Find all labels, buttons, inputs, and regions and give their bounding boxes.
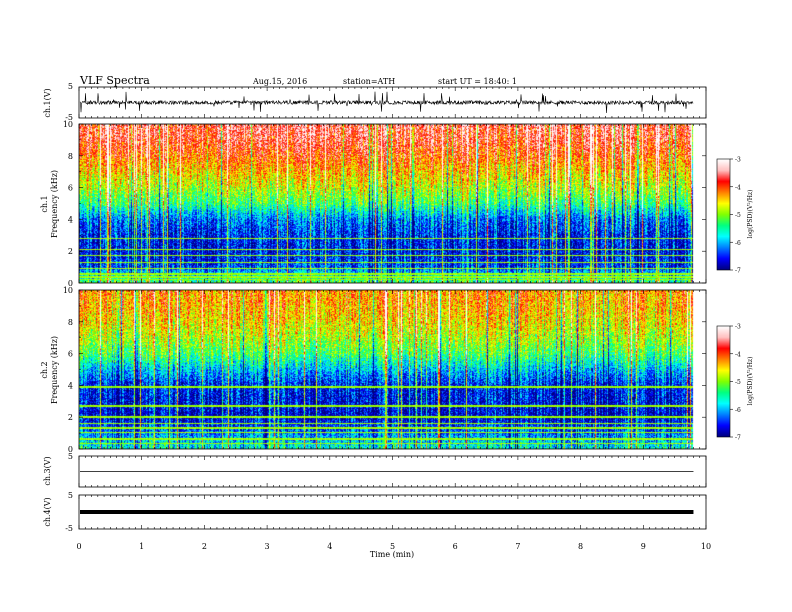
ch2-spectrogram-panel: 0 2 4 6 8 10 ch.2 Frequency (kHz) [40, 286, 707, 454]
ch1-spectrogram-ylabel-channel: ch.1 [40, 195, 49, 212]
y-tick-label: 2 [68, 413, 73, 422]
ch2-spectrogram-image [79, 290, 706, 449]
ch4-waveform-panel: 5 -5 ch.4(V) [43, 491, 707, 533]
y-tick-label: 10 [63, 286, 73, 295]
ch4-ylabel: ch.4(V) [43, 497, 52, 526]
x-tick-label: 6 [453, 542, 458, 551]
x-tick-label: 8 [578, 542, 583, 551]
start-ut-label: start UT = 18:40: 1 [438, 77, 517, 86]
ch2-colorbar: -3 -4 -5 -6 -7 log(PSD)(V²/Hz) [716, 324, 754, 442]
y-tick-label: 8 [68, 152, 73, 161]
y-tick-label: 10 [63, 120, 73, 129]
y-tick-label: 0 [68, 445, 73, 454]
colorbar-tick-label: -5 [735, 212, 741, 219]
colorbar-tick-label: -6 [735, 240, 741, 247]
colorbar-tick-label: -7 [735, 268, 741, 275]
ch1-spectrogram-image [79, 124, 706, 283]
ch4-ytick-top: 5 [68, 491, 73, 500]
colorbar-tick-label: -4 [735, 351, 741, 358]
ch2-spectrogram-ylabel-frequency: Frequency (kHz) [50, 336, 59, 404]
x-tick-label: 1 [139, 542, 144, 551]
x-tick-label: 5 [390, 542, 395, 551]
colorbar-tick-label: -4 [735, 184, 741, 191]
ch1-waveform-trace [79, 91, 694, 114]
y-tick-label: 2 [68, 247, 73, 256]
y-tick-label: 8 [68, 318, 73, 327]
x-tick-label: 2 [202, 542, 207, 551]
x-tick-label: 4 [327, 542, 332, 551]
x-axis-label: Time (min) [370, 550, 414, 559]
y-tick-label: 4 [68, 215, 73, 224]
x-tick-label: 10 [701, 542, 711, 551]
y-tick-label: 6 [68, 184, 73, 193]
ch1-spectrogram-panel: 0 2 4 6 8 10 ch.1 Frequency (kHz) [40, 120, 707, 288]
x-tick-label: 3 [265, 542, 270, 551]
x-tick-label: 0 [76, 542, 81, 551]
y-tick-label: 0 [68, 279, 73, 288]
date-label: Aug.15, 2016 [252, 77, 307, 86]
ch1-colorbar: -3 -4 -5 -6 -7 log(PSD)(V²/Hz) [716, 157, 754, 275]
colorbar-tick-label: -3 [735, 324, 741, 331]
x-tick-label: 7 [515, 542, 520, 551]
y-tick-label: 4 [68, 381, 73, 390]
ch1-ytick-bottom: -5 [65, 113, 73, 122]
ch1-ytick-top: 5 [68, 82, 73, 91]
colorbar-tick-label: -5 [735, 379, 741, 386]
colorbar-tick-label: -6 [735, 407, 741, 414]
ch1-colorbar-label: log(PSD)(V²/Hz) [747, 190, 754, 239]
ch1-ylabel: ch.1(V) [43, 88, 52, 117]
ch3-ytick-top: 5 [68, 452, 73, 461]
ch2-colorbar-label: log(PSD)(V²/Hz) [747, 357, 754, 406]
ch4-ytick-bottom: -5 [65, 524, 73, 533]
colorbar-tick-label: -3 [735, 157, 741, 164]
ch3-ylabel: ch.3(V) [43, 456, 52, 485]
ch3-waveform-panel: 5 ch.3(V) [43, 452, 707, 488]
ch1-spectrogram-ylabel-frequency: Frequency (kHz) [50, 170, 59, 238]
ch1-colorbar-gradient [717, 159, 730, 270]
y-tick-label: 6 [68, 350, 73, 359]
ch2-colorbar-gradient [717, 326, 730, 437]
colorbar-tick-label: -7 [735, 435, 741, 442]
ch1-waveform-panel: 5 -5 ch.1(V) [43, 82, 707, 122]
figure-title: VLF Spectra [79, 74, 150, 87]
ch2-spectrogram-ylabel-channel: ch.2 [40, 361, 49, 378]
station-label: station=ATH [343, 77, 395, 86]
x-tick-label: 9 [641, 542, 646, 551]
